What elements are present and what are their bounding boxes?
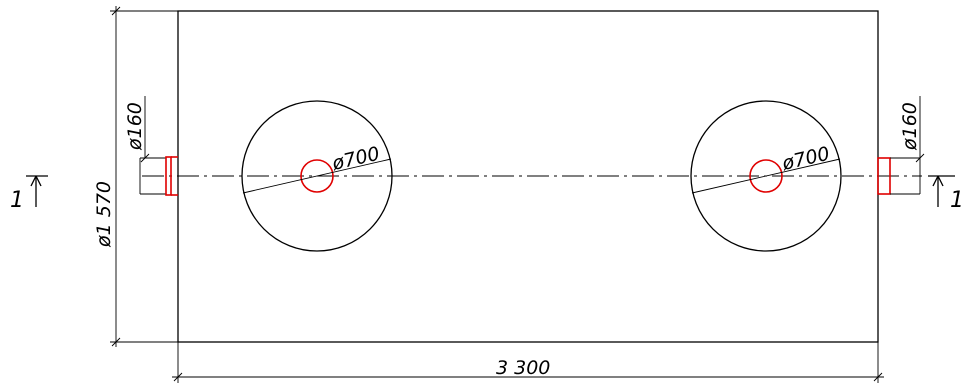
- inlet-pipe-label: ø160: [124, 102, 146, 151]
- overall-length-label: 3 300: [496, 357, 550, 379]
- inlet-pipe: ø160: [124, 96, 178, 196]
- section-label-left: 1: [10, 188, 24, 213]
- overall-diameter-label: ø1 570: [93, 181, 115, 248]
- tank-body: [177, 10, 879, 343]
- manhole-right-label: ø700: [779, 143, 832, 175]
- section-marker-left: 1: [10, 175, 48, 213]
- manhole-left-label: ø700: [329, 143, 382, 175]
- section-marker-right: 1: [928, 175, 964, 213]
- diameter-dimension: ø1 570: [93, 6, 178, 347]
- outlet-pipe-label: ø160: [899, 102, 921, 151]
- section-label-right: 1: [950, 188, 964, 213]
- outlet-pipe: ø160: [877, 96, 925, 195]
- length-dimension: 3 300: [172, 342, 884, 383]
